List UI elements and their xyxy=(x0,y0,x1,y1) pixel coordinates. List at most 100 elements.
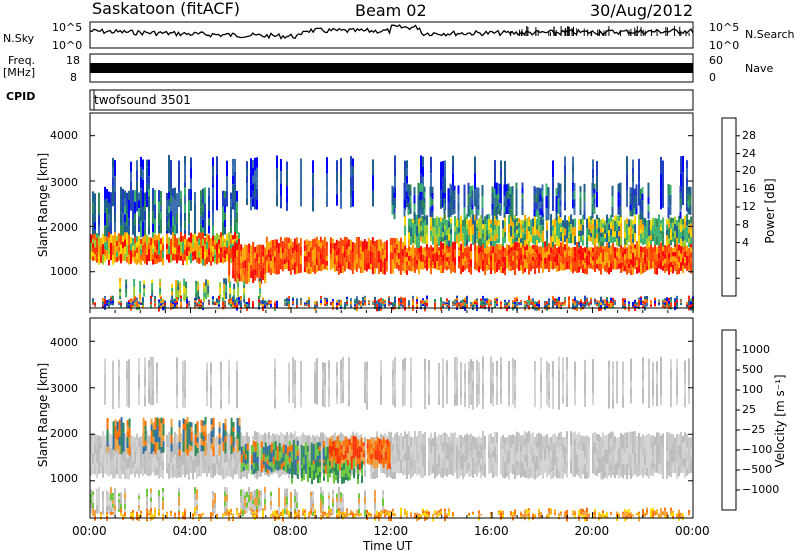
power-cell xyxy=(554,262,557,269)
power-cell xyxy=(586,301,588,303)
power-cell xyxy=(186,256,188,265)
power-cell xyxy=(576,301,578,304)
power-cell xyxy=(676,298,678,301)
power-cell xyxy=(333,242,336,251)
power-cell xyxy=(94,229,96,238)
power-cell xyxy=(124,246,126,254)
velocity-cell xyxy=(340,382,342,394)
power-cell xyxy=(408,232,411,240)
power-cell xyxy=(90,251,92,260)
power-cell xyxy=(526,250,529,257)
velocity-cell xyxy=(384,432,386,444)
velocity-cell xyxy=(140,436,142,444)
power-cell xyxy=(140,238,142,245)
power-cell xyxy=(232,235,234,240)
power-cell xyxy=(283,258,286,264)
power-cell xyxy=(412,239,415,244)
power-cell xyxy=(341,266,344,273)
power-cell xyxy=(228,300,230,302)
power-cell xyxy=(672,217,675,223)
power-cell xyxy=(243,298,246,303)
power-cell xyxy=(252,183,254,192)
power-cell xyxy=(472,307,474,310)
power-cell xyxy=(476,227,479,232)
power-cell xyxy=(680,301,682,303)
power-cell xyxy=(303,251,306,257)
velocity-cell xyxy=(204,467,206,474)
power-cell xyxy=(544,303,546,306)
power-cell xyxy=(292,299,294,302)
power-cell xyxy=(436,225,439,235)
power-cell xyxy=(180,237,182,242)
power-cell xyxy=(602,300,604,302)
power-cell xyxy=(654,244,657,253)
power-cell xyxy=(416,260,419,265)
power-cell xyxy=(336,171,338,183)
power-cell xyxy=(385,261,388,272)
velocity-cell xyxy=(316,435,318,443)
power-cell xyxy=(511,186,514,195)
power-cell xyxy=(504,305,506,308)
power-cell xyxy=(482,306,484,309)
power-cell xyxy=(474,220,477,226)
power-cell xyxy=(347,261,350,270)
power-cell xyxy=(243,281,246,285)
velocity-cell xyxy=(322,397,324,407)
power-cell xyxy=(230,297,232,301)
power-cell xyxy=(216,253,218,265)
velocity-cell xyxy=(382,463,384,473)
velocity-cell xyxy=(134,437,136,445)
power-cell xyxy=(666,253,669,263)
power-cell xyxy=(207,291,210,295)
power-cell xyxy=(426,249,429,257)
velocity-cell xyxy=(540,374,542,392)
velocity-cell xyxy=(464,363,466,371)
power-cell xyxy=(276,168,278,181)
power-cell xyxy=(122,235,124,242)
velocity-cell xyxy=(340,359,342,371)
power-cell xyxy=(303,266,306,273)
power-cell xyxy=(416,214,419,226)
power-cell xyxy=(295,237,298,245)
velocity-cell xyxy=(198,443,200,455)
velocity-cell xyxy=(656,394,658,407)
power-cell xyxy=(590,228,593,233)
power-cell xyxy=(434,227,437,238)
power-cell xyxy=(232,299,234,303)
velocity-cell xyxy=(310,436,312,445)
power-cell xyxy=(456,300,458,303)
power-cell xyxy=(568,255,571,261)
power-cell xyxy=(351,268,354,275)
velocity-cell xyxy=(226,454,228,462)
power-cell xyxy=(548,302,550,305)
velocity-cell xyxy=(168,447,170,464)
velocity-cell xyxy=(324,362,326,375)
velocity-cell xyxy=(268,469,270,477)
power-cell xyxy=(343,243,346,251)
power-cell xyxy=(490,249,493,256)
power-cell xyxy=(509,201,512,210)
velocity-cell xyxy=(220,469,222,476)
power-cell xyxy=(154,189,156,205)
velocity-cell xyxy=(342,434,344,445)
power-cell xyxy=(313,265,316,274)
velocity-cell xyxy=(392,472,394,480)
power-cell xyxy=(397,253,400,259)
power-cell xyxy=(200,240,202,248)
power-cell xyxy=(212,175,214,185)
power-cell xyxy=(414,224,417,230)
power-cell xyxy=(598,227,601,233)
power-cell xyxy=(264,265,267,275)
power-cell xyxy=(222,235,224,242)
power-cell xyxy=(341,253,344,260)
velocity-cell xyxy=(492,384,494,396)
power-cell xyxy=(578,303,580,305)
velocity-cell xyxy=(562,365,564,373)
power-cell xyxy=(126,192,128,204)
power-cell xyxy=(434,302,436,307)
velocity-cell xyxy=(182,465,184,475)
velocity-cell xyxy=(118,400,120,409)
power-cell xyxy=(170,226,172,235)
power-cell xyxy=(416,225,419,237)
power-cell xyxy=(124,253,126,261)
